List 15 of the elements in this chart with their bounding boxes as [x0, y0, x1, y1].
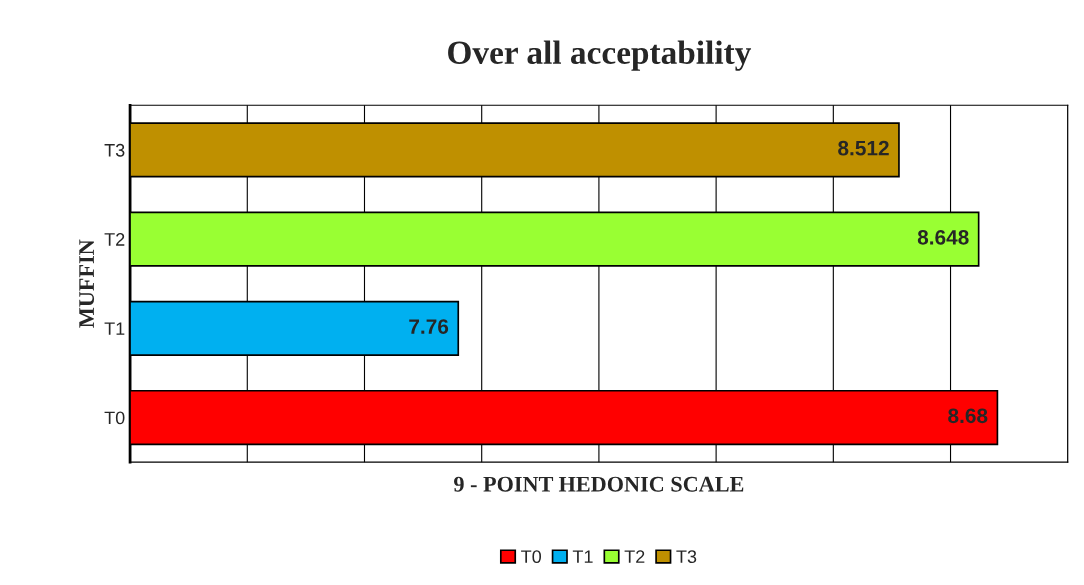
y-tick-label: T1 — [104, 322, 125, 335]
legend-label: T1 — [572, 550, 593, 563]
legend-label: T0 — [521, 550, 542, 564]
chart-title: Over all acceptability — [448, 40, 752, 71]
y-tick-label: T2 — [104, 233, 125, 246]
data-label: 8.68 — [948, 408, 988, 424]
legend-label: T3 — [676, 550, 697, 564]
x-axis-title: 9 - POINT HEDONIC SCALE — [454, 476, 744, 492]
y-axis-title: MUFFIN — [79, 239, 95, 328]
data-label: 8.512 — [838, 140, 889, 156]
data-label: 7.76 — [409, 319, 449, 334]
data-label: 8.648 — [917, 229, 969, 245]
legend-label: T2 — [624, 550, 645, 563]
y-tick-label: T3 — [104, 143, 125, 157]
y-tick-label: T0 — [104, 411, 125, 425]
